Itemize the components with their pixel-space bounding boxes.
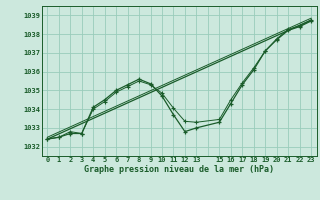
X-axis label: Graphe pression niveau de la mer (hPa): Graphe pression niveau de la mer (hPa) [84,165,274,174]
